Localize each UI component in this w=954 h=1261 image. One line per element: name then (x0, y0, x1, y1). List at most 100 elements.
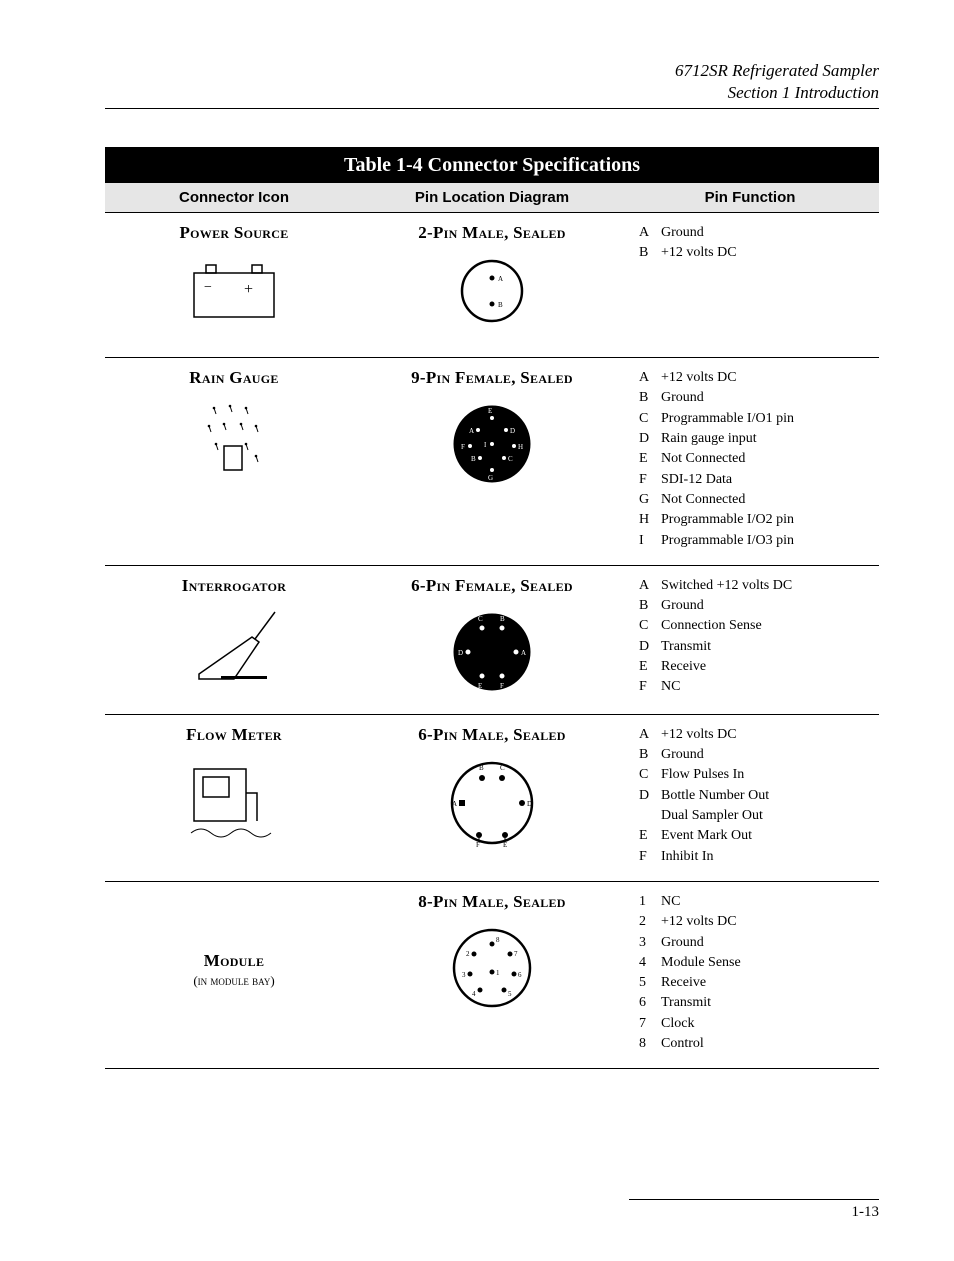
pin-key: H (639, 510, 661, 530)
pin-value: Transmit (661, 993, 871, 1013)
svg-text:−: − (204, 280, 212, 295)
pin-function-row: 2+12 volts DC (639, 912, 871, 932)
svg-text:D: D (510, 427, 515, 435)
page-number: 1-13 (852, 1204, 880, 1220)
svg-text:B: B (498, 301, 503, 309)
pin-key: 6 (639, 993, 661, 1013)
pin-function-row: ENot Connected (639, 449, 871, 469)
pin-key: 5 (639, 973, 661, 993)
svg-text:F: F (476, 841, 480, 849)
pin-function-row: CConnection Sense (639, 616, 871, 636)
pin-diagram-cell: 9-Pin Female, Sealed E A D F I H B (363, 368, 621, 551)
pin-key: D (639, 786, 661, 806)
pin-value: Clock (661, 1014, 871, 1034)
pin-key: 7 (639, 1014, 661, 1034)
svg-text:A: A (521, 649, 526, 657)
pin-function-cell: ASwitched +12 volts DCBGroundCConnection… (621, 576, 879, 700)
connector-6pin-female-icon: C B D A E F (444, 604, 540, 700)
pin-function-row: A+12 volts DC (639, 368, 871, 388)
table-row: Rain Gauge (105, 358, 879, 566)
pin-key: C (639, 616, 661, 636)
pin-key: B (639, 388, 661, 408)
pin-value: Module Sense (661, 953, 871, 973)
pin-function-row: 5Receive (639, 973, 871, 993)
connector-name: Rain Gauge (113, 368, 355, 388)
pin-key: B (639, 243, 661, 263)
pin-diagram-cell: 2-Pin Male, Sealed A B (363, 223, 621, 343)
pin-key: G (639, 490, 661, 510)
pin-key: B (639, 745, 661, 765)
svg-text:D: D (527, 800, 532, 808)
connector-6pin-male-icon: B C A D F E (437, 753, 547, 863)
pin-function-row: CProgrammable I/O1 pin (639, 409, 871, 429)
connector-name: Interrogator (113, 576, 355, 596)
battery-icon: − + (184, 251, 284, 323)
pin-key: E (639, 657, 661, 677)
pin-function-row: DRain gauge input (639, 429, 871, 449)
pin-function-row: 1NC (639, 892, 871, 912)
pin-function-cell: AGroundB+12 volts DC (621, 223, 879, 343)
pin-value: +12 volts DC (661, 912, 871, 932)
pin-key: E (639, 826, 661, 846)
pin-function-row: FInhibit In (639, 847, 871, 867)
connector-icon-cell: Power Source − + (105, 223, 363, 343)
diagram-title: 8-Pin Male, Sealed (371, 892, 613, 912)
pin-function-row: ASwitched +12 volts DC (639, 576, 871, 596)
pin-list: A+12 volts DCBGroundCProgrammable I/O1 p… (629, 368, 871, 551)
pin-value: +12 volts DC (661, 725, 871, 745)
flow-meter-icon (179, 753, 289, 843)
pin-value: NC (661, 677, 871, 697)
pin-function-row: EReceive (639, 657, 871, 677)
pin-key: F (639, 677, 661, 697)
connector-name: Flow Meter (113, 725, 355, 745)
pin-function-row: BGround (639, 745, 871, 765)
pin-list: AGroundB+12 volts DC (629, 223, 871, 264)
pin-value: Ground (661, 596, 871, 616)
pin-function-row: FSDI-12 Data (639, 470, 871, 490)
pin-value: Ground (661, 745, 871, 765)
pin-value: Receive (661, 657, 871, 677)
svg-text:H: H (518, 443, 523, 451)
connector-9pin-female-icon: E A D F I H B C G (444, 396, 540, 492)
table-title: Table 1-4 Connector Specifications (105, 149, 879, 183)
pin-value: Ground (661, 933, 871, 953)
svg-text:1: 1 (496, 969, 500, 977)
pin-key: F (639, 470, 661, 490)
svg-text:5: 5 (508, 990, 512, 998)
pin-list: ASwitched +12 volts DCBGroundCConnection… (629, 576, 871, 698)
svg-text:C: C (508, 455, 513, 463)
pin-function-row: 3Ground (639, 933, 871, 953)
pin-function-cell: 1NC2+12 volts DC3Ground4Module Sense5Rec… (621, 892, 879, 1054)
page-header: 6712SR Refrigerated Sampler Section 1 In… (105, 60, 879, 109)
pin-key: A (639, 576, 661, 596)
pin-function-continuation: Dual Sampler Out (639, 806, 871, 826)
connector-spec-table: Table 1-4 Connector Specifications Conne… (105, 147, 879, 1069)
pin-value: NC (661, 892, 871, 912)
col-header-function: Pin Function (621, 183, 879, 212)
svg-text:E: E (488, 407, 492, 415)
pin-function-row: B+12 volts DC (639, 243, 871, 263)
pin-key: C (639, 409, 661, 429)
pin-value: Not Connected (661, 449, 871, 469)
svg-text:E: E (478, 682, 482, 690)
pin-value: Not Connected (661, 490, 871, 510)
svg-text:A: A (452, 800, 457, 808)
svg-text:E: E (503, 841, 507, 849)
pin-function-row: DTransmit (639, 637, 871, 657)
connector-name: Power Source (113, 223, 355, 243)
pin-function-cell: A+12 volts DCBGroundCFlow Pulses InDBott… (621, 725, 879, 867)
diagram-title: 2-Pin Male, Sealed (371, 223, 613, 243)
pin-value: +12 volts DC (661, 243, 871, 263)
pin-diagram-cell: 6-Pin Female, Sealed C B D A E F (363, 576, 621, 700)
col-header-diagram: Pin Location Diagram (363, 183, 621, 212)
pin-key: D (639, 429, 661, 449)
connector-icon-cell: Interrogator (105, 576, 363, 700)
svg-text:A: A (498, 275, 503, 283)
svg-text:B: B (471, 455, 476, 463)
table-row: Interrogator 6-Pin Female, Sealed (105, 566, 879, 715)
svg-text:7: 7 (514, 950, 518, 958)
svg-text:B: B (500, 615, 505, 623)
pin-function-row: FNC (639, 677, 871, 697)
pin-value: Ground (661, 388, 871, 408)
pin-value: Transmit (661, 637, 871, 657)
